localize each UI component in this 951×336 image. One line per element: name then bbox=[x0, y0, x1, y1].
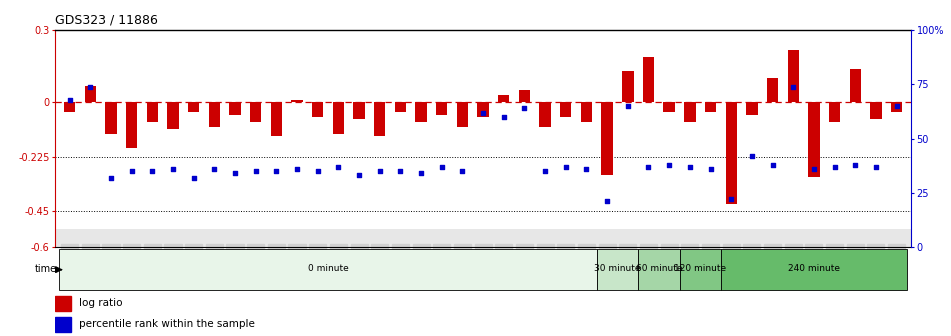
Point bbox=[352, 173, 367, 178]
Bar bbox=[416, 102, 427, 122]
Text: time: time bbox=[34, 264, 57, 274]
Text: log ratio: log ratio bbox=[79, 298, 123, 308]
Point bbox=[620, 103, 635, 109]
Bar bbox=[146, 102, 158, 122]
Bar bbox=[437, 102, 448, 115]
Bar bbox=[55, 296, 70, 311]
Point bbox=[868, 164, 883, 169]
Bar bbox=[188, 102, 200, 112]
Bar bbox=[333, 102, 344, 134]
Point bbox=[372, 168, 387, 174]
Point bbox=[145, 168, 160, 174]
Text: 30 minute: 30 minute bbox=[594, 264, 641, 273]
Point bbox=[331, 164, 346, 169]
Bar bbox=[250, 102, 262, 122]
Bar bbox=[726, 102, 737, 204]
Bar bbox=[622, 71, 633, 102]
Bar bbox=[456, 102, 468, 127]
Bar bbox=[271, 102, 282, 136]
Point bbox=[765, 162, 780, 167]
Point bbox=[599, 199, 614, 204]
Point bbox=[516, 106, 532, 111]
Point bbox=[414, 171, 429, 176]
Point bbox=[662, 162, 677, 167]
Bar bbox=[167, 102, 179, 129]
Bar bbox=[498, 95, 510, 102]
Point bbox=[393, 168, 408, 174]
Point bbox=[703, 166, 718, 172]
Bar bbox=[787, 49, 799, 102]
Bar bbox=[374, 102, 385, 136]
Text: GDS323 / 11886: GDS323 / 11886 bbox=[55, 13, 158, 26]
Point bbox=[310, 168, 325, 174]
Bar bbox=[597, 249, 638, 290]
Bar bbox=[581, 102, 592, 122]
Text: 60 minute: 60 minute bbox=[635, 264, 682, 273]
Point bbox=[786, 84, 801, 89]
Text: 240 minute: 240 minute bbox=[787, 264, 840, 273]
Bar bbox=[747, 102, 758, 115]
Point bbox=[124, 168, 139, 174]
Bar bbox=[208, 102, 220, 127]
Point bbox=[455, 168, 470, 174]
Point bbox=[579, 166, 594, 172]
Point bbox=[104, 175, 119, 180]
Bar bbox=[601, 102, 612, 175]
Point bbox=[476, 110, 491, 115]
Point bbox=[83, 84, 98, 89]
Bar bbox=[519, 90, 530, 102]
Bar bbox=[126, 102, 137, 148]
Point bbox=[558, 164, 573, 169]
Bar bbox=[55, 229, 911, 247]
Bar bbox=[395, 102, 406, 112]
Point bbox=[248, 168, 263, 174]
Bar bbox=[229, 102, 241, 115]
Point bbox=[827, 164, 843, 169]
Bar bbox=[312, 102, 323, 117]
Point bbox=[496, 114, 512, 120]
Point bbox=[269, 168, 284, 174]
Bar bbox=[849, 69, 861, 102]
Text: 120 minute: 120 minute bbox=[674, 264, 727, 273]
Point bbox=[227, 171, 243, 176]
Bar bbox=[59, 249, 597, 290]
Point bbox=[206, 166, 222, 172]
Bar bbox=[560, 102, 572, 117]
Bar bbox=[721, 249, 907, 290]
Bar bbox=[870, 102, 882, 119]
Bar bbox=[891, 102, 902, 112]
Bar bbox=[643, 57, 654, 102]
Bar bbox=[55, 317, 70, 332]
Point bbox=[62, 97, 77, 102]
Bar bbox=[64, 102, 75, 112]
Bar bbox=[85, 86, 96, 102]
Bar bbox=[767, 78, 778, 102]
Point bbox=[745, 153, 760, 159]
Point bbox=[806, 166, 822, 172]
Text: 0 minute: 0 minute bbox=[308, 264, 348, 273]
Bar bbox=[705, 102, 716, 112]
Point bbox=[435, 164, 450, 169]
Point bbox=[847, 162, 863, 167]
Bar bbox=[477, 102, 489, 117]
Bar bbox=[106, 102, 117, 134]
Point bbox=[641, 164, 656, 169]
Point bbox=[165, 166, 181, 172]
Point bbox=[186, 175, 202, 180]
Point bbox=[537, 168, 553, 174]
Bar bbox=[808, 102, 820, 177]
Bar bbox=[664, 102, 675, 112]
Point bbox=[724, 197, 739, 202]
Bar bbox=[829, 102, 841, 122]
Bar bbox=[354, 102, 365, 119]
Bar bbox=[638, 249, 680, 290]
Bar bbox=[291, 100, 302, 102]
Point bbox=[889, 103, 904, 109]
Bar bbox=[539, 102, 551, 127]
Point bbox=[289, 166, 304, 172]
Text: percentile rank within the sample: percentile rank within the sample bbox=[79, 319, 255, 329]
Bar bbox=[680, 249, 721, 290]
Bar bbox=[684, 102, 695, 122]
Point bbox=[682, 164, 697, 169]
